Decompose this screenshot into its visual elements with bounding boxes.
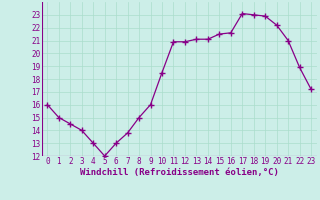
X-axis label: Windchill (Refroidissement éolien,°C): Windchill (Refroidissement éolien,°C) — [80, 168, 279, 177]
